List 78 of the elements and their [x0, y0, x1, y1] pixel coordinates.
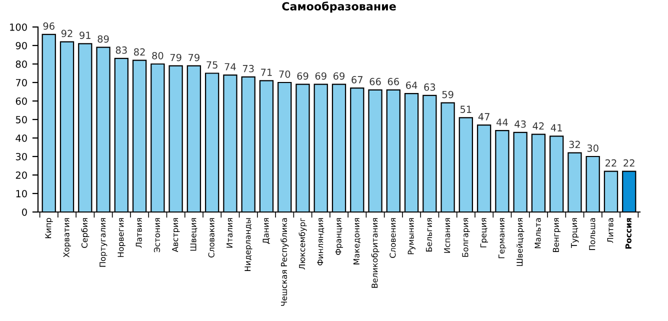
x-tick-label: Россия	[625, 218, 632, 249]
chart-title: Самообразование	[282, 2, 396, 13]
x-tick-label: Норвегия	[118, 218, 126, 257]
x-tick-label: Словакия	[208, 218, 214, 258]
data-label: 67	[352, 76, 362, 84]
x-tick-label: Сербия	[81, 218, 90, 248]
data-label: 79	[170, 54, 182, 62]
x-tick-label: Латвия	[136, 218, 142, 248]
data-label: 69	[315, 72, 326, 80]
x-tick-label: Словения	[390, 218, 396, 258]
x-tick-label: Мальта	[534, 218, 541, 248]
y-tick-label: 60	[16, 97, 27, 105]
x-tick-label: Польша	[589, 218, 596, 250]
x-tick-label: Эстония	[154, 218, 160, 252]
x-tick-label: Австрия	[172, 218, 180, 252]
data-label: 32	[569, 140, 580, 148]
data-label: 59	[442, 90, 454, 98]
x-tick-label: Финляндия	[317, 218, 324, 266]
x-tick-label: Швеция	[190, 218, 198, 251]
y-tick-label: 100	[10, 23, 27, 31]
y-tick-label: 10	[16, 190, 27, 198]
data-label: 64	[406, 82, 418, 89]
x-tick-label: Италия	[226, 218, 233, 248]
data-label: 96	[43, 22, 54, 30]
data-label: 66	[388, 78, 399, 86]
y-tick-label: 0	[22, 208, 27, 216]
x-tick-label: Португалия	[100, 218, 108, 267]
x-tick-label: Кипр	[45, 218, 53, 238]
data-label: 22	[606, 159, 616, 166]
x-tick-label: Турция	[571, 218, 579, 248]
data-label: 80	[152, 52, 164, 60]
y-tick-label: 70	[16, 78, 27, 86]
x-tick-label: Хорватия	[63, 218, 71, 258]
data-label: 42	[532, 122, 544, 130]
x-tick-label: Литва	[607, 218, 614, 243]
data-label: 51	[460, 106, 472, 113]
data-label: 47	[478, 113, 490, 120]
x-tick-label: Испания	[444, 218, 450, 253]
data-label: 75	[206, 61, 218, 69]
data-label: 44	[496, 118, 508, 126]
x-tick-label: Македония	[353, 218, 360, 264]
x-tick-label: Франция	[335, 218, 343, 255]
x-tick-label: Нидерланды	[244, 218, 252, 271]
y-tick-label: 80	[16, 60, 27, 68]
x-tick-label: Чешская Республика	[280, 218, 289, 306]
x-tick-label: Греция	[480, 218, 488, 248]
y-tick-label: 40	[16, 134, 27, 142]
data-label: 66	[370, 78, 381, 86]
data-label: 30	[587, 144, 598, 152]
x-tick-label: Швейцария	[516, 218, 524, 266]
data-label: 83	[116, 46, 127, 54]
x-tick-label: Болгария	[462, 218, 470, 257]
data-label: 89	[98, 35, 109, 43]
y-tick-label: 50	[16, 116, 27, 124]
y-tick-label: 90	[16, 42, 27, 50]
data-label: 69	[333, 72, 344, 80]
data-label: 43	[514, 120, 526, 128]
x-tick-label: Венгрия	[552, 218, 560, 252]
data-label: 74	[224, 63, 236, 70]
x-tick-label: Бельгия	[426, 218, 432, 252]
data-label: 63	[424, 83, 436, 91]
data-label: 91	[80, 32, 90, 39]
data-label: 79	[188, 54, 200, 62]
data-label: 41	[550, 124, 562, 132]
y-tick-label: 20	[16, 171, 27, 179]
data-label: 70	[279, 70, 290, 78]
x-tick-label: Германия	[498, 218, 506, 258]
data-label: 82	[134, 48, 145, 56]
x-tick-label: Великобритания	[371, 218, 380, 288]
x-tick-label: Люксембург	[298, 218, 307, 270]
y-tick-label: 30	[16, 152, 27, 160]
data-label: 69	[297, 72, 308, 80]
data-label: 71	[261, 68, 272, 76]
x-tick-label: Румыния	[408, 218, 416, 254]
data-label: 73	[242, 64, 254, 72]
x-tick-label: Дания	[262, 218, 270, 244]
data-label: 92	[61, 30, 72, 38]
data-label: 22	[624, 159, 634, 166]
